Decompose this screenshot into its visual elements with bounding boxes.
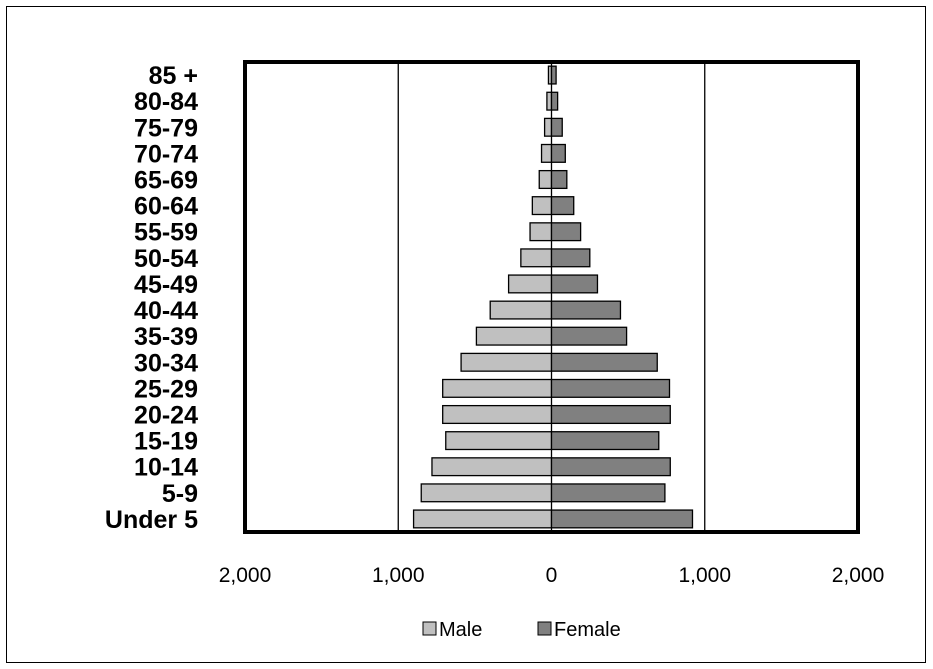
- bar-male: [442, 404, 553, 425]
- bar-male: [543, 117, 553, 137]
- legend-swatch-male: [422, 621, 437, 636]
- bar-male: [546, 91, 553, 111]
- category-label: 15-19: [134, 428, 198, 456]
- bar-female: [550, 378, 671, 398]
- bar-female: [550, 326, 628, 346]
- bar-male: [442, 378, 553, 398]
- bar-male: [420, 483, 553, 503]
- bar-female: [550, 65, 557, 85]
- bar-male: [529, 222, 553, 242]
- category-label: 75-79: [134, 114, 198, 142]
- bar-male: [531, 196, 553, 216]
- legend-swatch-female: [537, 621, 552, 636]
- category-label: Under 5: [105, 506, 198, 534]
- category-label: 10-14: [134, 454, 198, 482]
- bar-female: [550, 431, 660, 451]
- bar-female: [550, 274, 599, 294]
- x-tick-label: 1,000: [372, 564, 425, 587]
- x-tick-label: 1,000: [678, 564, 731, 587]
- category-label: 40-44: [134, 297, 198, 325]
- bar-female: [550, 222, 582, 242]
- bar-female: [550, 352, 658, 372]
- chart-frame: [6, 6, 926, 663]
- category-label: 85 +: [149, 62, 198, 90]
- x-axis-tick-labels: 2,000 1,000 0 1,000 2,000: [219, 564, 885, 587]
- legend: Male Female: [422, 619, 621, 641]
- bar-male: [489, 300, 553, 320]
- bar-female: [550, 483, 666, 503]
- category-label: 50-54: [134, 245, 198, 273]
- bar-male: [507, 274, 553, 294]
- category-label: 20-24: [134, 402, 198, 430]
- bar-male: [460, 352, 553, 372]
- category-label: 35-39: [134, 323, 198, 351]
- bar-female: [550, 91, 559, 111]
- category-label: 80-84: [134, 88, 198, 116]
- bar-male: [520, 248, 553, 268]
- category-label: 30-34: [134, 349, 198, 377]
- bar-female: [550, 300, 622, 320]
- x-tick-label: 0: [546, 564, 558, 587]
- category-label: 55-59: [134, 219, 198, 247]
- category-label: 60-64: [134, 193, 198, 221]
- x-tick-label: 2,000: [832, 564, 885, 587]
- x-tick-label: 2,000: [219, 564, 272, 587]
- gridlines: [397, 62, 706, 532]
- legend-label-male: Male: [439, 619, 482, 641]
- bar-female: [550, 404, 671, 425]
- legend-label-female: Female: [554, 619, 621, 641]
- bar-female: [550, 169, 568, 190]
- category-label: 70-74: [134, 140, 198, 168]
- category-labels: 85 +80-8475-7970-7465-6960-6455-5950-544…: [105, 62, 198, 534]
- bar-male: [475, 326, 553, 346]
- bar-male: [412, 509, 553, 529]
- bar-female: [550, 117, 563, 137]
- bar-female: [550, 457, 671, 477]
- category-label: 5-9: [162, 480, 198, 508]
- bar-male: [540, 143, 553, 163]
- category-label: 45-49: [134, 271, 198, 299]
- bar-female: [550, 509, 694, 529]
- bar-male: [445, 431, 553, 451]
- category-label: 65-69: [134, 167, 198, 195]
- bar-female: [550, 196, 575, 216]
- plot-area-border: [243, 60, 860, 534]
- bar-male: [431, 457, 553, 477]
- bars: [412, 65, 694, 529]
- bar-female: [550, 143, 566, 163]
- category-label: 25-29: [134, 375, 198, 403]
- bar-male: [538, 169, 553, 190]
- bar-female: [550, 248, 591, 268]
